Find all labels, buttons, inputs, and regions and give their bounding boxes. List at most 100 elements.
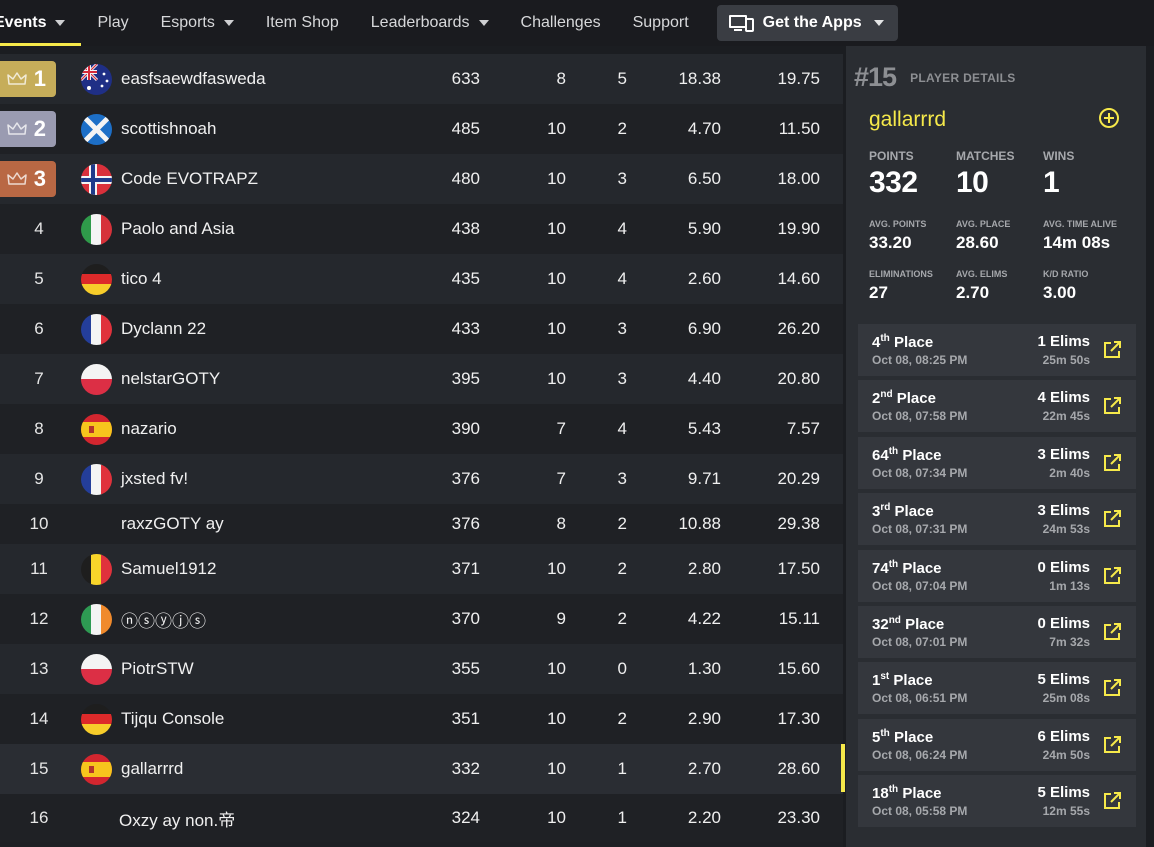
match-card[interactable]: 1st Place Oct 08, 06:51 PM 5 Elims 25m 08s <box>858 662 1136 715</box>
rank-number: 1 <box>33 66 46 91</box>
match-card[interactable]: 74th Place Oct 08, 07:04 PM 0 Elims 1m 13s <box>858 549 1136 602</box>
leaderboard-row[interactable]: 5 tico 4 435 10 4 2.60 14.60 <box>0 254 843 304</box>
external-link-icon[interactable] <box>1103 397 1121 420</box>
leaderboard-row[interactable]: 14 Tijqu Console 351 10 2 2.90 17.30 <box>0 694 843 744</box>
stat-value: 332 <box>869 166 918 199</box>
nav-challenges[interactable]: Challenges <box>505 0 617 46</box>
points-cell: 433 <box>451 319 480 338</box>
player-name[interactable]: scottishnoah <box>121 119 217 138</box>
stat-a-cell: 5.90 <box>687 219 721 238</box>
player-name[interactable]: Dyclann 22 <box>121 319 207 338</box>
germany-flag-icon <box>81 263 112 295</box>
nav-item-shop[interactable]: Item Shop <box>250 0 355 46</box>
nav-play[interactable]: Play <box>81 0 144 46</box>
rank-number: 7 <box>34 369 44 388</box>
leaderboard-row[interactable]: 3 Code EVOTRAPZ 480 10 3 6.50 18.00 <box>0 154 843 204</box>
match-card[interactable]: 3rd Place Oct 08, 07:31 PM 3 Elims 24m 53s <box>858 493 1136 546</box>
leaderboard-row[interactable]: 8 nazario 390 7 4 5.43 7.57 <box>0 404 843 454</box>
player-name[interactable]: Oxzy ay non.帝 <box>119 810 236 830</box>
match-elims: 0 Elims <box>1037 615 1090 632</box>
player-name[interactable]: ⓝⓢⓨⓙⓢ <box>121 611 206 631</box>
player-name[interactable]: nelstarGOTY <box>121 369 221 388</box>
place-number: 4 <box>872 334 881 351</box>
match-date: Oct 08, 07:04 PM <box>872 578 968 593</box>
wins-cell: 1 <box>617 808 627 827</box>
leaderboard-row[interactable]: 6 Dyclann 22 433 10 3 6.90 26.20 <box>0 304 843 354</box>
player-name[interactable]: tico 4 <box>121 269 162 288</box>
leaderboard-row[interactable]: 15 gallarrrd 332 10 1 2.70 28.60 <box>0 744 843 794</box>
place-word: Place <box>902 446 942 464</box>
nav-label: Item Shop <box>265 14 339 31</box>
player-name[interactable]: PiotrSTW <box>121 659 194 678</box>
belgium-flag-icon <box>81 553 112 585</box>
external-link-icon[interactable] <box>1103 623 1121 646</box>
match-time-alive: 12m 55s <box>1042 804 1090 819</box>
external-link-icon[interactable] <box>1103 510 1121 533</box>
player-name[interactable]: Paolo and Asia <box>121 219 235 238</box>
external-link-icon[interactable] <box>1103 735 1121 759</box>
external-link-icon[interactable] <box>1103 679 1121 702</box>
match-elims: 4 Elims <box>1037 389 1090 407</box>
wins-cell: 0 <box>617 659 627 678</box>
nav-events[interactable]: Events <box>0 0 82 46</box>
leaderboard-row[interactable]: 10 raxzGOTY ay 376 8 2 10.88 29.38 <box>0 504 843 544</box>
wins-cell: 5 <box>617 69 627 88</box>
leaderboard-row[interactable]: 4 Paolo and Asia 438 10 4 5.90 19.90 <box>0 204 843 254</box>
leaderboard-row[interactable]: 2 scottishnoah 485 10 2 4.70 11.50 <box>0 104 843 154</box>
external-link-icon[interactable] <box>1103 341 1121 364</box>
nav-esports[interactable]: Esports <box>145 0 250 46</box>
leaderboard-row[interactable]: 13 PiotrSTW 355 10 0 1.30 15.60 <box>0 644 843 694</box>
wins-cell: 2 <box>617 514 627 533</box>
player-name[interactable]: Tijqu Console <box>121 709 225 728</box>
leaderboard-row[interactable]: 1 easfsaewdfasweda 633 8 5 18.38 19.75 <box>0 54 843 104</box>
leaderboard-row[interactable]: 9 jxsted fv! 376 7 3 9.71 20.29 <box>0 454 843 504</box>
points-cell: 438 <box>451 219 480 238</box>
external-link-icon[interactable] <box>1103 792 1121 815</box>
place-suffix: th <box>880 727 890 739</box>
matches-cell: 10 <box>547 759 566 778</box>
match-date: Oct 08, 07:31 PM <box>872 522 968 537</box>
player-name[interactable]: raxzGOTY ay <box>121 514 224 533</box>
place-word: Place <box>896 390 936 408</box>
stat-avg-time-alive: AVG. TIME ALIVE 14m 08s <box>1043 219 1117 253</box>
match-card[interactable]: 2nd Place Oct 08, 07:58 PM 4 Elims 22m 45s <box>858 380 1136 433</box>
nav-support[interactable]: Support <box>617 0 705 46</box>
external-link-icon[interactable] <box>1103 453 1121 477</box>
player-name[interactable]: nazario <box>121 419 177 438</box>
rank-number: 14 <box>29 709 49 728</box>
player-name[interactable]: gallarrrd <box>121 759 184 778</box>
active-indicator <box>0 43 82 46</box>
player-name[interactable]: jxsted fv! <box>121 469 189 488</box>
match-card[interactable]: 32nd Place Oct 08, 07:01 PM 0 Elims 7m 32s <box>858 606 1136 658</box>
leaderboard-row[interactable]: 7 nelstarGOTY 395 10 3 4.40 20.80 <box>0 354 843 404</box>
stat-label: MATCHES <box>956 149 1015 163</box>
stat-b-cell: 17.30 <box>777 709 820 728</box>
follow-player-icon[interactable] <box>1099 108 1119 128</box>
player-name[interactable]: Code EVOTRAPZ <box>121 169 258 188</box>
match-card[interactable]: 64th Place Oct 08, 07:34 PM 3 Elims 2m 40s <box>858 436 1136 489</box>
match-card[interactable]: 4th Place Oct 08, 08:25 PM 1 Elims 25m 50s <box>858 324 1136 376</box>
rank-number: 13 <box>29 659 49 678</box>
place-number: 74 <box>872 559 889 577</box>
match-card[interactable]: 18th Place Oct 08, 05:58 PM 5 Elims 12m 55s <box>858 775 1136 828</box>
nav-leaderboards[interactable]: Leaderboards <box>355 0 505 46</box>
stat-b-cell: 23.30 <box>777 808 820 827</box>
leaderboard-row[interactable]: 16 Oxzy ay non.帝 324 10 1 2.20 23.30 <box>0 794 843 842</box>
place-number: 3 <box>872 503 881 521</box>
match-placement: 18th Place <box>872 784 942 802</box>
get-apps-button[interactable]: Get the Apps <box>716 5 898 41</box>
selected-row-indicator <box>841 744 845 792</box>
match-card[interactable]: 5th Place Oct 08, 06:24 PM 6 Elims 24m 50s <box>858 718 1136 771</box>
leaderboard-row[interactable]: 11 Samuel1912 371 10 2 2.80 17.50 <box>0 544 843 594</box>
chevron-down-icon <box>873 20 884 26</box>
player-name: gallarrrd <box>869 108 947 131</box>
external-link-icon[interactable] <box>1103 566 1121 590</box>
player-name[interactable]: Samuel1912 <box>121 559 217 578</box>
player-name[interactable]: easfsaewdfasweda <box>121 69 266 88</box>
stat-matches: MATCHES 10 <box>956 149 1014 200</box>
stat-value: 33.20 <box>869 233 912 252</box>
leaderboard-row[interactable]: 12 ⓝⓢⓨⓙⓢ 370 9 2 4.22 15.11 <box>0 594 843 644</box>
points-cell: 390 <box>451 419 480 438</box>
match-placement: 4th Place <box>872 333 933 351</box>
rank-number: 5 <box>34 269 44 288</box>
